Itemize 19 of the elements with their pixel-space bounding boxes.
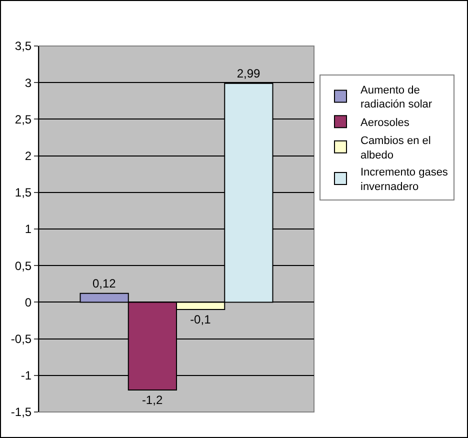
legend-label: Aumento de radiación solar bbox=[360, 84, 432, 111]
data-label: 0,12 bbox=[92, 276, 116, 290]
y-tick-label: -0,5 bbox=[10, 332, 32, 346]
y-tick-label: 1,5 bbox=[14, 186, 32, 200]
y-tick-label: 2,5 bbox=[14, 112, 32, 126]
y-tick-label: 3,5 bbox=[14, 39, 32, 54]
y-tick-label: 3 bbox=[24, 76, 32, 90]
legend-label: Cambios en el albedo bbox=[360, 135, 431, 162]
y-tick-label: -1 bbox=[20, 368, 32, 383]
y-tick-label: 0 bbox=[24, 295, 32, 310]
data-label: -0,1 bbox=[190, 312, 212, 327]
y-tick-label: 2 bbox=[24, 149, 32, 163]
y-tick-label: 1 bbox=[24, 222, 32, 236]
data-label: 2,99 bbox=[236, 66, 261, 80]
y-tick-label: -1,5 bbox=[10, 405, 32, 420]
legend-label: Aerosoles bbox=[360, 116, 410, 129]
legend-label: Incremento gases invernadero bbox=[360, 166, 448, 193]
data-label: -1,2 bbox=[142, 393, 163, 408]
y-tick-label: 0,5 bbox=[14, 258, 32, 273]
